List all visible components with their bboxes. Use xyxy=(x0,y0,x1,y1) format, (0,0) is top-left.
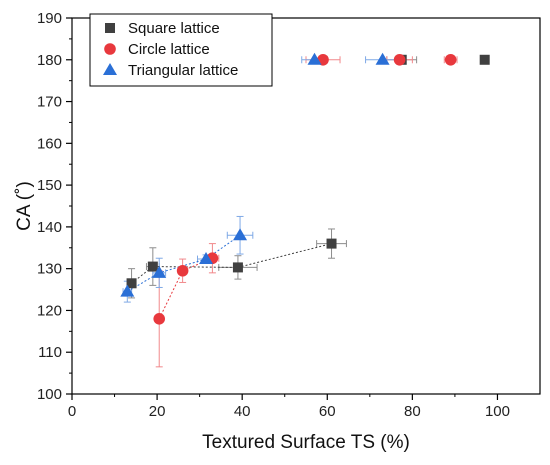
legend-entry: Triangular lattice xyxy=(128,62,238,79)
x-tick-label: 20 xyxy=(149,403,166,420)
error-bars xyxy=(122,56,458,368)
legend: Square lattice Circle lattice Triangular l… xyxy=(89,13,273,87)
data-point xyxy=(393,53,406,66)
y-tick-label: 130 xyxy=(37,261,62,278)
x-tick-label: 60 xyxy=(319,403,336,420)
y-tick-label: 150 xyxy=(37,177,62,194)
data-point xyxy=(479,54,490,65)
y-tick-label: 120 xyxy=(37,302,62,319)
data-point xyxy=(176,264,189,277)
series-trend-line xyxy=(127,234,241,293)
legend-entry: Square lattice xyxy=(128,20,220,37)
x-tick-label: 80 xyxy=(404,403,421,420)
data-point xyxy=(232,262,243,273)
data-points xyxy=(120,52,490,325)
legend-marker xyxy=(104,43,116,55)
y-tick-label: 160 xyxy=(37,135,62,152)
y-axis-title: CA (˚) xyxy=(14,181,35,231)
data-point xyxy=(152,265,167,278)
data-point xyxy=(307,52,322,65)
x-tick-label: 100 xyxy=(485,403,510,420)
data-point xyxy=(199,252,214,265)
legend-entry: Circle lattice xyxy=(128,41,210,58)
data-point xyxy=(233,228,248,241)
y-tick-label: 100 xyxy=(37,386,62,403)
data-point xyxy=(444,53,457,66)
y-tick-label: 110 xyxy=(38,344,62,361)
x-tick-label: 40 xyxy=(234,403,251,420)
y-tick-label: 140 xyxy=(37,219,62,236)
data-point xyxy=(153,313,166,325)
x-tick-label: 0 xyxy=(68,403,76,420)
legend-box xyxy=(89,13,273,87)
legend-marker xyxy=(103,63,117,75)
data-point xyxy=(126,278,137,289)
y-tick-label: 190 xyxy=(37,10,62,27)
data-point xyxy=(375,52,390,65)
series-trend-line xyxy=(131,243,332,284)
y-tick-label: 170 xyxy=(37,94,62,111)
data-point xyxy=(326,238,337,249)
data-point xyxy=(147,261,158,272)
legend-marker xyxy=(105,23,115,33)
data-point xyxy=(120,284,135,297)
x-axis-title: Textured Surface TS (%) xyxy=(202,432,410,453)
axes: 0 20 40 60 80 100 100 110 120 130 140 150 160 170 180 1… xyxy=(37,10,541,420)
y-tick-label: 180 xyxy=(37,52,62,69)
